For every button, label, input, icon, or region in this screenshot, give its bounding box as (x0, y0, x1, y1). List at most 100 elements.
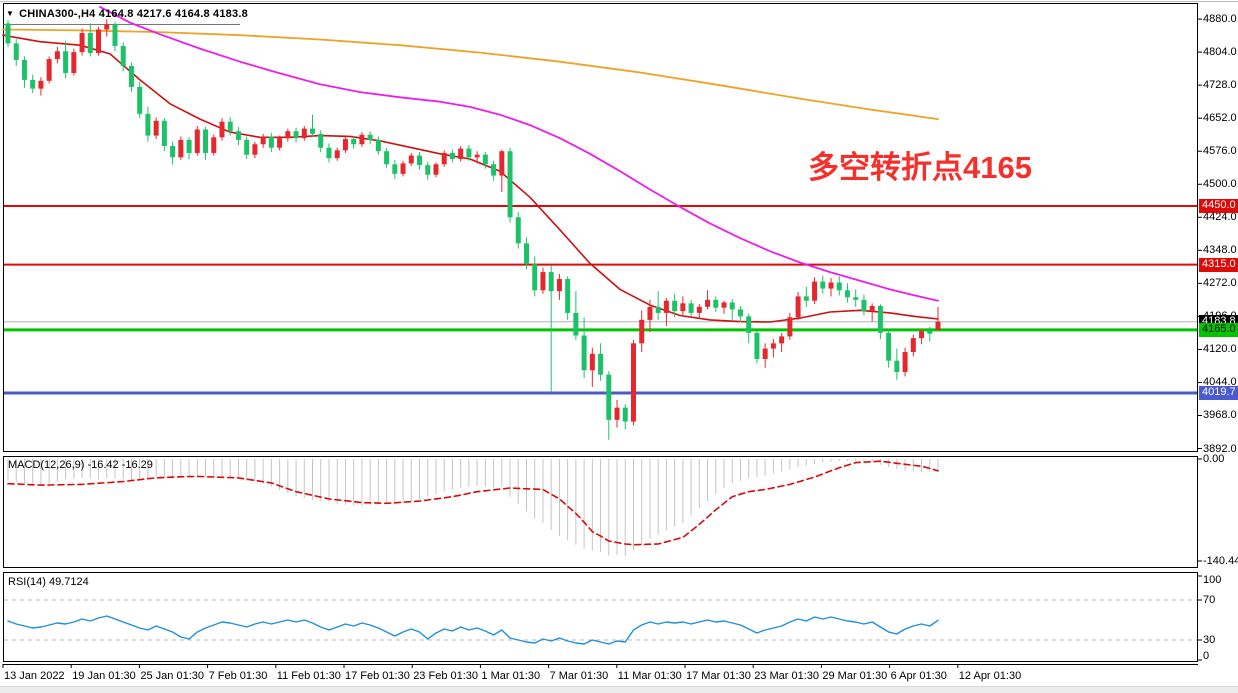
candle (737, 309, 743, 317)
rsi-indicator-label: RSI(14) 49.7124 (8, 576, 89, 588)
price-tick-label: 4272.0 (1203, 277, 1237, 290)
rsi-tick-label: 100 (1203, 574, 1222, 586)
time-label: 13 Jan 2022 (4, 670, 65, 682)
candle (5, 23, 11, 44)
candle (565, 279, 571, 313)
candle (128, 66, 134, 87)
candle (836, 282, 842, 291)
candle (877, 305, 883, 333)
candle (310, 128, 316, 134)
price-tick-label: 3892.0 (1203, 442, 1237, 455)
candle (38, 80, 44, 89)
candle (408, 155, 414, 164)
candle (342, 139, 348, 151)
candle (268, 136, 274, 148)
candle (540, 272, 546, 291)
candle (721, 302, 727, 308)
candle (235, 131, 241, 140)
price-tick-label: 4576.0 (1203, 145, 1237, 158)
candle (153, 120, 159, 136)
candle (655, 306, 661, 313)
candle (186, 139, 192, 153)
candle (853, 297, 859, 300)
candle (639, 319, 645, 344)
candle (334, 150, 340, 159)
candle (203, 129, 209, 153)
candle (458, 148, 464, 160)
candle (318, 133, 324, 148)
candle (351, 139, 357, 145)
resistance-badge-4315: 4315.0 (1199, 257, 1238, 272)
rsi-tick-label: 0 (1203, 650, 1210, 662)
candle (705, 299, 711, 307)
price-tick-label: 4044.0 (1203, 376, 1237, 389)
candle (910, 338, 916, 353)
candle (869, 305, 875, 312)
time-label: 11 Feb 01:30 (276, 670, 341, 682)
candle (803, 296, 809, 301)
candle (861, 299, 867, 312)
pivot-annotation: 多空转折点4165 (808, 150, 1032, 185)
candle (425, 165, 431, 175)
candle (754, 332, 760, 359)
price-tick-label: 4880.0 (1203, 13, 1237, 26)
symbol-dropdown-icon[interactable]: ▼ (6, 9, 15, 18)
candle (795, 296, 801, 318)
candle (482, 154, 488, 165)
candle (21, 59, 27, 80)
price-tick-label: 3968.0 (1203, 409, 1237, 422)
candle (13, 43, 19, 60)
time-label: 7 Feb 01:30 (208, 670, 268, 682)
candle (696, 306, 702, 313)
candle (770, 343, 776, 349)
candle (589, 353, 595, 371)
rsi-line (7, 615, 939, 645)
candle (844, 290, 850, 298)
candle (441, 152, 447, 165)
price-levels (4, 204, 1197, 395)
time-label: 7 Mar 01:30 (549, 670, 609, 682)
macd-signal-line (7, 460, 939, 546)
candle (672, 300, 678, 312)
time-label: 23 Mar 01:30 (754, 670, 820, 682)
candle (301, 128, 307, 139)
candle (277, 138, 283, 148)
candle (762, 348, 768, 359)
moving-averages (2, 6, 939, 323)
candle (359, 134, 365, 145)
candles (5, 19, 941, 440)
rsi-levels (4, 599, 1197, 641)
time-label: 17 Mar 01:30 (686, 670, 751, 682)
price-tick-label: 4120.0 (1203, 343, 1237, 356)
candle (581, 335, 587, 371)
candle (178, 139, 184, 158)
candle (71, 52, 77, 73)
candle (211, 137, 217, 153)
time-label: 25 Jan 01:30 (140, 670, 205, 682)
rsi-tick-label: 30 (1203, 634, 1216, 646)
candle (507, 151, 513, 218)
candle (523, 243, 529, 265)
candle (491, 164, 497, 176)
candle (104, 24, 110, 30)
candle (417, 155, 423, 166)
candle (285, 131, 291, 139)
candle (474, 154, 480, 158)
candle (779, 336, 785, 344)
candle (161, 120, 167, 147)
candle (194, 129, 200, 153)
candle (919, 331, 925, 339)
candle (886, 332, 892, 361)
candle (894, 360, 900, 373)
candle (515, 217, 521, 244)
candle (573, 312, 579, 336)
pivot-badge-4165: 4165.0 (1199, 322, 1238, 337)
macd-tick-label: -140.44 (1203, 554, 1238, 567)
candle (927, 331, 933, 334)
candle (112, 24, 118, 47)
pane-frames (3, 3, 1198, 665)
candle (244, 139, 250, 155)
macd-tick-label: 0.00 (1203, 452, 1225, 465)
